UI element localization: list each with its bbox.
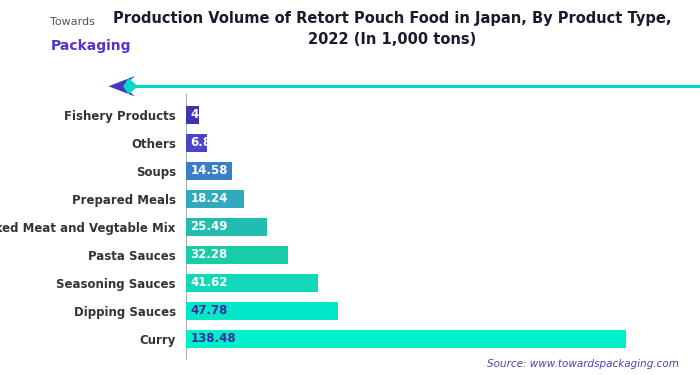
Bar — [186, 330, 626, 348]
Text: 25.49: 25.49 — [190, 220, 228, 233]
Text: 4.18: 4.18 — [190, 108, 220, 122]
Text: Source: www.towardspackaging.com: Source: www.towardspackaging.com — [487, 359, 679, 369]
Text: 41.62: 41.62 — [190, 276, 228, 290]
Bar — [186, 106, 199, 124]
Bar — [186, 218, 267, 236]
Text: Packaging: Packaging — [50, 39, 131, 53]
Bar — [186, 302, 337, 320]
Text: 18.24: 18.24 — [190, 192, 228, 206]
Bar — [186, 162, 232, 180]
Text: 32.28: 32.28 — [190, 248, 228, 261]
Text: Production Volume of Retort Pouch Food in Japan, By Product Type,
2022 (In 1,000: Production Volume of Retort Pouch Food i… — [113, 11, 671, 47]
Bar — [186, 246, 288, 264]
Bar — [186, 190, 244, 208]
Text: 14.58: 14.58 — [190, 164, 228, 177]
Text: Towards: Towards — [50, 17, 95, 27]
Bar — [186, 134, 207, 152]
Text: 6.81: 6.81 — [190, 136, 220, 149]
Text: 138.48: 138.48 — [190, 332, 236, 345]
Text: 47.78: 47.78 — [190, 304, 228, 317]
Bar — [186, 274, 318, 292]
